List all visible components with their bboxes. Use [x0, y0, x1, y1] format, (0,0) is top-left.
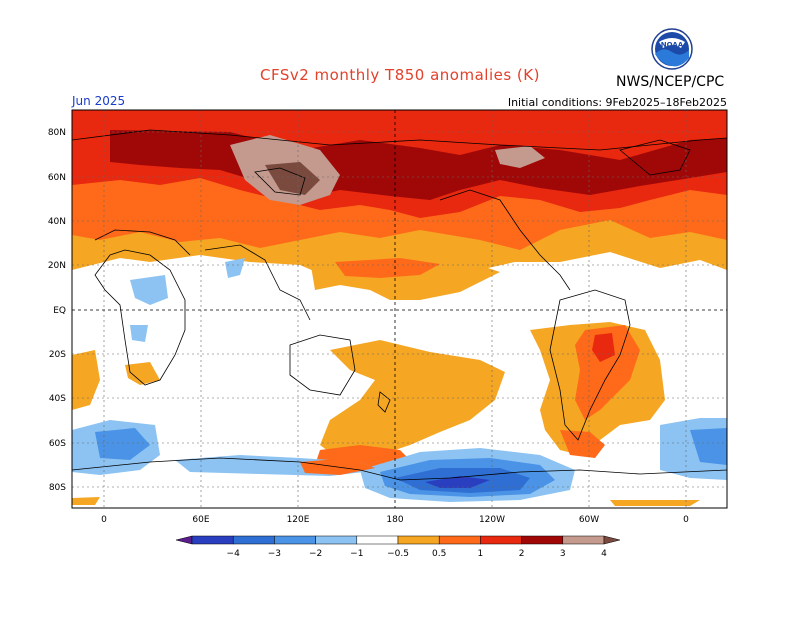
colorbar-tick-label: −0.5	[387, 549, 409, 559]
colorbar-tick-label: 0.5	[432, 549, 446, 559]
anomaly-field	[72, 110, 727, 508]
lat-label: 80S	[49, 483, 66, 493]
colorbar-arrow-right	[603, 535, 621, 545]
colorbar-swatch	[274, 535, 316, 545]
map-frame	[71, 109, 728, 509]
org-label: NWS/NCEP/CPC	[616, 74, 725, 90]
graticule	[72, 110, 727, 508]
lat-label: 40N	[48, 217, 66, 227]
logo-text: NOAA	[661, 41, 684, 49]
lon-label: 180	[386, 515, 403, 525]
colorbar-tick-label: −2	[309, 549, 322, 559]
colorbar-swatch	[397, 535, 440, 545]
lon-axis: 0 60E 120E 180 120W 60W 0	[101, 515, 689, 525]
coastlines	[72, 129, 727, 481]
lon-label: 60W	[579, 515, 599, 525]
colorbar-tick-label: 2	[519, 549, 525, 559]
lat-axis: 80N 60N 40N 20N EQ 20S 40S 60S 80S	[48, 128, 66, 493]
colorbar-tick-label: −3	[268, 549, 281, 559]
lon-label: 120E	[287, 515, 310, 525]
colorbar-arrow-left	[175, 535, 193, 545]
colorbar-swatch	[562, 535, 605, 545]
colorbar-swatch	[232, 535, 275, 545]
lon-label: 120W	[479, 515, 505, 525]
colorbar-tick-label: −1	[350, 549, 363, 559]
colorbar-swatch	[438, 535, 481, 545]
lon-label: 0	[101, 515, 107, 525]
lat-label: EQ	[53, 306, 66, 316]
lon-label: 0	[683, 515, 689, 525]
lat-label: 20N	[48, 261, 66, 271]
lat-label: 60N	[48, 173, 66, 183]
colorbar-tick-label: −4	[227, 549, 241, 559]
colorbar-tick-label: 4	[601, 549, 607, 559]
lon-label: 60E	[192, 515, 209, 525]
forecast-month: Jun 2025	[72, 94, 126, 108]
colorbar-swatch	[315, 535, 358, 545]
colorbar-swatch	[480, 535, 522, 545]
colorbar-swatch	[356, 535, 399, 545]
chart-title: CFSv2 monthly T850 anomalies (K)	[260, 66, 540, 84]
lat-label: 80N	[48, 128, 66, 138]
lat-label: 20S	[49, 350, 66, 360]
colorbar-tick-label: 3	[560, 549, 566, 559]
colorbar: −4 −3 −2 −1 −0.5 0.5 1 2 3 4	[175, 535, 621, 559]
noaa-logo-icon: NOAA	[651, 28, 693, 70]
lat-label: 60S	[49, 439, 66, 449]
lat-label: 40S	[49, 394, 66, 404]
colorbar-swatch	[191, 535, 234, 545]
colorbar-tick-label: 1	[478, 549, 484, 559]
initial-conditions: Initial conditions: 9Feb2025–18Feb2025	[507, 96, 727, 109]
colorbar-swatch	[521, 535, 564, 545]
